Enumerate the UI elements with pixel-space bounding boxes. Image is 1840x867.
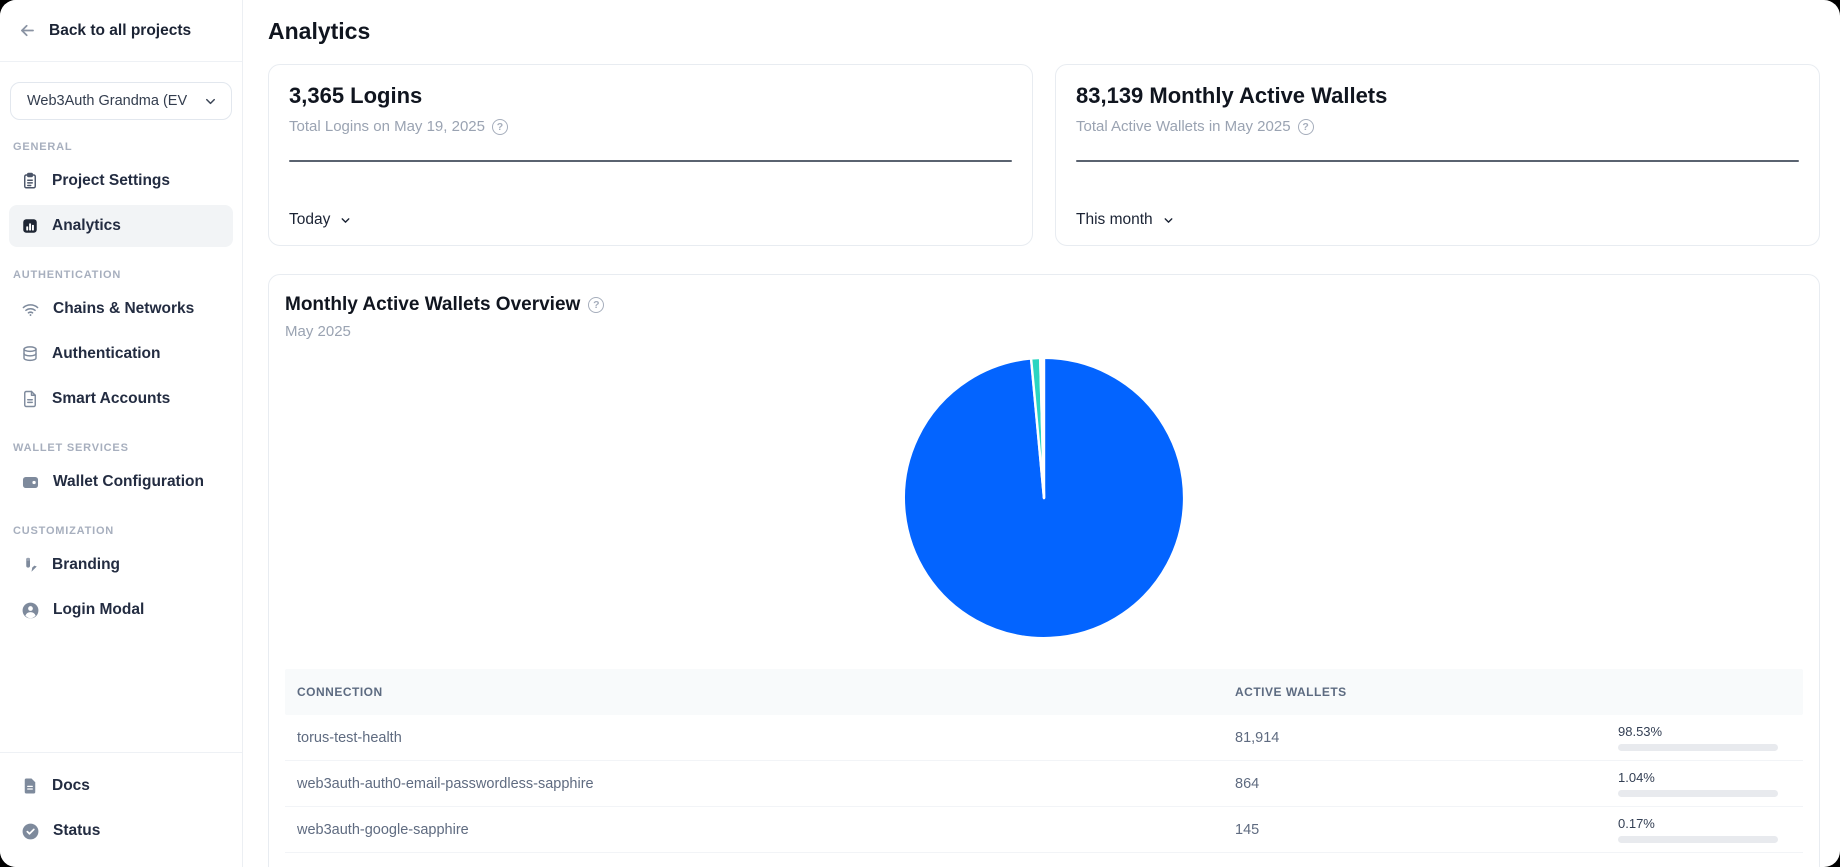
user-circle-icon bbox=[21, 601, 40, 620]
sidebar-item-label: Project Settings bbox=[52, 172, 170, 189]
sidebar-item-login-modal[interactable]: Login Modal bbox=[9, 589, 233, 631]
percent-label: 1.04% bbox=[1618, 770, 1655, 785]
logins-range-value: Today bbox=[289, 211, 331, 228]
wifi-icon bbox=[21, 300, 40, 319]
monthly-active-wallets-overview-card: Monthly Active Wallets Overview ? May 20… bbox=[268, 274, 1820, 867]
sidebar-item-label: Docs bbox=[52, 777, 90, 794]
sidebar-item-project-settings[interactable]: Project Settings bbox=[9, 160, 233, 202]
logins-stat-card: 3,365 Logins Total Logins on May 19, 202… bbox=[268, 64, 1033, 246]
sidebar-item-smart-accounts[interactable]: Smart Accounts bbox=[9, 378, 233, 420]
sidebar-item-label: Chains & Networks bbox=[53, 300, 195, 317]
sidebar-item-label: Branding bbox=[52, 556, 121, 573]
sidebar: Back to all projects Web3Auth Grandma (E… bbox=[0, 0, 243, 867]
file-icon bbox=[21, 390, 39, 408]
back-to-projects-label: Back to all projects bbox=[49, 21, 192, 39]
percent-label: 98.53% bbox=[1618, 724, 1663, 739]
column-header-connection: CONNECTION bbox=[297, 685, 383, 699]
logins-trend-line bbox=[289, 160, 1012, 162]
section-label-customization: CUSTOMIZATION bbox=[13, 525, 115, 537]
percent-cell: 1.04% bbox=[1618, 770, 1803, 797]
database-icon bbox=[21, 345, 39, 363]
section-label-wallet-services: WALLET SERVICES bbox=[13, 442, 129, 454]
monthly-active-wallets-pie-chart bbox=[285, 352, 1803, 644]
percent-cell: 0.17% bbox=[1618, 816, 1803, 843]
maw-trend-line bbox=[1076, 160, 1799, 162]
sidebar-item-status[interactable]: Status bbox=[9, 810, 233, 852]
sidebar-item-branding[interactable]: Branding bbox=[9, 544, 233, 586]
sidebar-footer: Docs Status bbox=[0, 752, 242, 867]
help-icon[interactable]: ? bbox=[588, 297, 605, 313]
sidebar-item-authentication[interactable]: Authentication bbox=[9, 333, 233, 375]
logins-range-dropdown[interactable]: Today bbox=[289, 211, 1012, 229]
chevron-down-icon bbox=[203, 94, 218, 109]
sidebar-item-analytics[interactable]: Analytics bbox=[9, 205, 233, 247]
status-check-icon bbox=[21, 822, 40, 841]
docs-icon bbox=[21, 777, 39, 795]
percent-cell: 98.53% bbox=[1618, 724, 1803, 751]
monthly-active-wallets-stat-card: 83,139 Monthly Active Wallets Total Acti… bbox=[1055, 64, 1820, 246]
connections-table-header: CONNECTION ACTIVE WALLETS bbox=[285, 669, 1803, 715]
percent-bar bbox=[1618, 836, 1778, 843]
back-arrow-icon bbox=[18, 21, 37, 40]
nav-authentication: Chains & Networks Authentication Smart A… bbox=[0, 288, 242, 423]
project-selector-value: Web3Auth Grandma (EV bbox=[27, 93, 188, 109]
chevron-down-icon bbox=[1162, 214, 1175, 227]
pie-slice-web3auth-google-sapphire[interactable] bbox=[1038, 356, 1046, 500]
help-icon[interactable]: ? bbox=[1297, 118, 1314, 135]
pie-chart-svg[interactable] bbox=[898, 352, 1190, 644]
brush-icon bbox=[21, 556, 39, 574]
logins-subtitle: Total Logins on May 19, 2025 bbox=[289, 118, 485, 135]
sidebar-item-label: Authentication bbox=[52, 345, 161, 362]
sidebar-item-label: Status bbox=[53, 822, 101, 839]
nav-customization: Branding Login Modal bbox=[0, 544, 242, 634]
table-row: web3auth-auth0-email-passwordless-sapphi… bbox=[285, 761, 1803, 807]
sidebar-item-label: Analytics bbox=[52, 217, 121, 234]
sidebar-item-chains-networks[interactable]: Chains & Networks bbox=[9, 288, 233, 330]
maw-value: 83,139 Monthly Active Wallets bbox=[1076, 83, 1388, 108]
percent-label: 0.17% bbox=[1618, 816, 1655, 831]
clipboard-icon bbox=[21, 172, 39, 190]
help-icon[interactable]: ? bbox=[491, 118, 508, 135]
logins-value: 3,365 Logins bbox=[289, 83, 423, 108]
connections-table: CONNECTION ACTIVE WALLETS torus-test-hea… bbox=[285, 669, 1803, 853]
sidebar-item-label: Login Modal bbox=[53, 601, 145, 618]
connection-name: torus-test-health bbox=[297, 729, 402, 746]
section-label-general: GENERAL bbox=[13, 141, 73, 153]
sidebar-item-wallet-configuration[interactable]: Wallet Configuration bbox=[9, 461, 233, 503]
sidebar-item-label: Wallet Configuration bbox=[53, 473, 204, 490]
wallet-icon bbox=[21, 473, 40, 492]
maw-subtitle: Total Active Wallets in May 2025 bbox=[1076, 118, 1291, 135]
sidebar-item-label: Smart Accounts bbox=[52, 390, 171, 407]
sidebar-item-docs[interactable]: Docs bbox=[9, 765, 233, 807]
bar-chart-icon bbox=[21, 217, 39, 235]
stat-cards-row: 3,365 Logins Total Logins on May 19, 202… bbox=[268, 64, 1820, 246]
active-wallets-value: 81,914 bbox=[1235, 729, 1280, 746]
nav-wallet-services: Wallet Configuration bbox=[0, 461, 242, 506]
connection-name: web3auth-auth0-email-passwordless-sapphi… bbox=[297, 775, 594, 792]
nav-general: Project Settings Analytics bbox=[0, 160, 242, 250]
maw-range-value: This month bbox=[1076, 211, 1153, 228]
table-row: torus-test-health 81,914 98.53% bbox=[285, 715, 1803, 761]
percent-bar bbox=[1618, 744, 1778, 751]
table-row: web3auth-google-sapphire 145 0.17% bbox=[285, 807, 1803, 853]
active-wallets-value: 864 bbox=[1235, 775, 1260, 792]
section-label-authentication: AUTHENTICATION bbox=[13, 269, 122, 281]
back-to-projects-button[interactable]: Back to all projects bbox=[0, 0, 242, 62]
overview-title: Monthly Active Wallets Overview bbox=[285, 294, 581, 315]
chevron-down-icon bbox=[339, 214, 352, 227]
overview-subtitle: May 2025 bbox=[285, 323, 351, 340]
connection-name: web3auth-google-sapphire bbox=[297, 821, 469, 838]
page-title: Analytics bbox=[268, 18, 371, 44]
column-header-active-wallets: ACTIVE WALLETS bbox=[1235, 685, 1347, 699]
percent-bar bbox=[1618, 790, 1778, 797]
maw-range-dropdown[interactable]: This month bbox=[1076, 211, 1799, 229]
active-wallets-value: 145 bbox=[1235, 821, 1260, 838]
main-content: Analytics 3,365 Logins Total Logins on M… bbox=[243, 0, 1840, 867]
project-selector-dropdown[interactable]: Web3Auth Grandma (EV bbox=[10, 82, 232, 120]
